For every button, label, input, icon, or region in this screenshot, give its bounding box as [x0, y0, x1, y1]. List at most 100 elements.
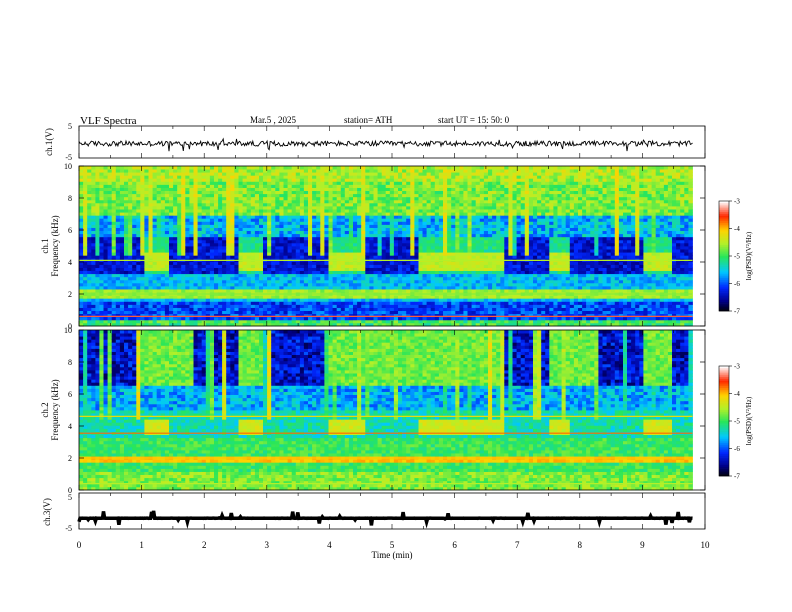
spectrogram-cell — [238, 224, 243, 228]
spectrogram-cell — [447, 209, 452, 213]
spectrogram-cell — [152, 227, 158, 231]
spectrogram-cell — [169, 279, 174, 284]
spectrogram-cell — [328, 282, 333, 287]
spectrogram-cell — [308, 301, 313, 305]
spectrogram-cell — [185, 319, 190, 324]
spectrogram-cell — [422, 209, 427, 213]
spectrogram-cell — [246, 202, 252, 207]
spectrogram-cell — [201, 184, 207, 188]
spectrogram-cell — [250, 249, 256, 253]
spectrogram-cell — [418, 227, 423, 231]
spectrogram-cell — [357, 166, 362, 170]
spectrogram-cell — [287, 282, 293, 287]
spectrogram-cell — [357, 178, 362, 182]
spectrogram-cell — [414, 313, 419, 318]
spectrogram-cell — [136, 252, 141, 256]
spectrogram-cell — [83, 202, 88, 207]
spectrogram-cell — [222, 270, 227, 275]
spectrogram-cell — [164, 175, 170, 179]
spectrogram-cell — [299, 215, 305, 219]
spectrogram-cell — [111, 196, 117, 201]
spectrogram-cell — [119, 178, 125, 182]
spectrogram-cell — [238, 169, 243, 173]
spectrogram-cell — [381, 236, 387, 241]
spectrogram-cell — [279, 206, 284, 210]
spectrogram-cell — [99, 233, 104, 238]
spectrogram-cell — [205, 289, 211, 293]
spectrogram-cell — [414, 215, 419, 219]
spectrogram-cell — [402, 282, 407, 287]
spectrogram-cell — [119, 273, 125, 278]
spectrogram-cell — [160, 279, 166, 284]
spectrogram-cell — [357, 316, 362, 321]
spectrogram-cell — [340, 307, 346, 311]
spectrogram-cell — [177, 212, 182, 216]
spectrogram-cell — [344, 166, 350, 170]
spectrogram-cell — [348, 187, 354, 191]
spectrogram-cell — [226, 298, 231, 302]
spectrogram-cell — [218, 166, 223, 170]
spectrogram-cell — [369, 166, 374, 170]
spectrogram-cell — [181, 187, 186, 191]
spectrogram-cell — [160, 239, 166, 244]
spectrogram-cell — [193, 209, 198, 213]
spectrogram-cell — [308, 246, 313, 250]
spectrogram-cell — [365, 322, 370, 327]
spectrogram-cell — [107, 166, 113, 170]
spectrogram-cell — [83, 178, 88, 182]
spectrogram-cell — [328, 209, 333, 213]
spectrogram-cell — [459, 193, 464, 198]
spectrogram-cell — [438, 233, 444, 238]
spectrogram-cell — [353, 206, 358, 210]
spectrogram-cell — [95, 298, 100, 302]
spectrogram-cell — [369, 196, 374, 201]
spectrogram-cell — [218, 286, 223, 290]
spectrogram-cell — [160, 319, 166, 324]
spectrogram-cell — [164, 202, 170, 207]
spectrogram-cell — [463, 193, 468, 198]
spectrogram-cell — [156, 316, 162, 321]
spectrogram-cell — [201, 227, 207, 231]
spectrogram-cell — [99, 313, 104, 318]
spectrogram-cell — [328, 246, 333, 250]
spectrogram-cell — [144, 230, 149, 235]
spectrogram-cell — [320, 289, 325, 293]
spectrogram-cell — [136, 313, 141, 318]
spectrogram-cell — [214, 270, 219, 275]
spectrogram-cell — [95, 286, 100, 290]
spectrogram-cell — [132, 169, 137, 173]
spectrogram-cell — [181, 310, 186, 315]
spectrogram-cell — [214, 282, 219, 287]
spectrogram-cell — [99, 215, 104, 219]
spectrogram-cell — [275, 313, 280, 318]
spectrogram-cell — [353, 319, 358, 324]
spectrogram-cell — [246, 172, 252, 176]
spectrogram-cell — [328, 236, 333, 241]
spectrogram-cell — [398, 224, 403, 228]
spectrogram-cell — [99, 289, 104, 293]
spectrogram-cell — [124, 322, 129, 327]
spectrogram-cell — [316, 181, 321, 185]
spectrogram-cell — [365, 319, 370, 324]
spectrogram-cell — [148, 221, 153, 225]
spectrogram-cell — [156, 298, 162, 302]
spectrogram-cell — [283, 295, 288, 299]
spectrogram-cell — [185, 316, 190, 321]
spectrogram-cell — [348, 184, 354, 188]
spectrogram-cell — [177, 246, 182, 250]
spectrogram-cell — [95, 209, 100, 213]
spectrogram-cell — [287, 239, 293, 244]
spectrogram-cell — [279, 227, 284, 231]
spectrogram-cell — [140, 206, 145, 210]
spectrogram-cell — [406, 264, 411, 268]
spectrogram-cell — [99, 175, 104, 179]
spectrogram-cell — [426, 322, 432, 327]
spectrogram-cell — [148, 270, 153, 275]
spectrogram-cell — [271, 169, 276, 173]
spectrogram-cell — [410, 319, 415, 324]
spectrogram-cell — [181, 221, 186, 225]
spectrogram-cell — [164, 187, 170, 191]
spectrogram-cell — [99, 261, 104, 265]
spectrogram-cell — [144, 221, 149, 225]
spectrogram-cell — [91, 310, 96, 315]
